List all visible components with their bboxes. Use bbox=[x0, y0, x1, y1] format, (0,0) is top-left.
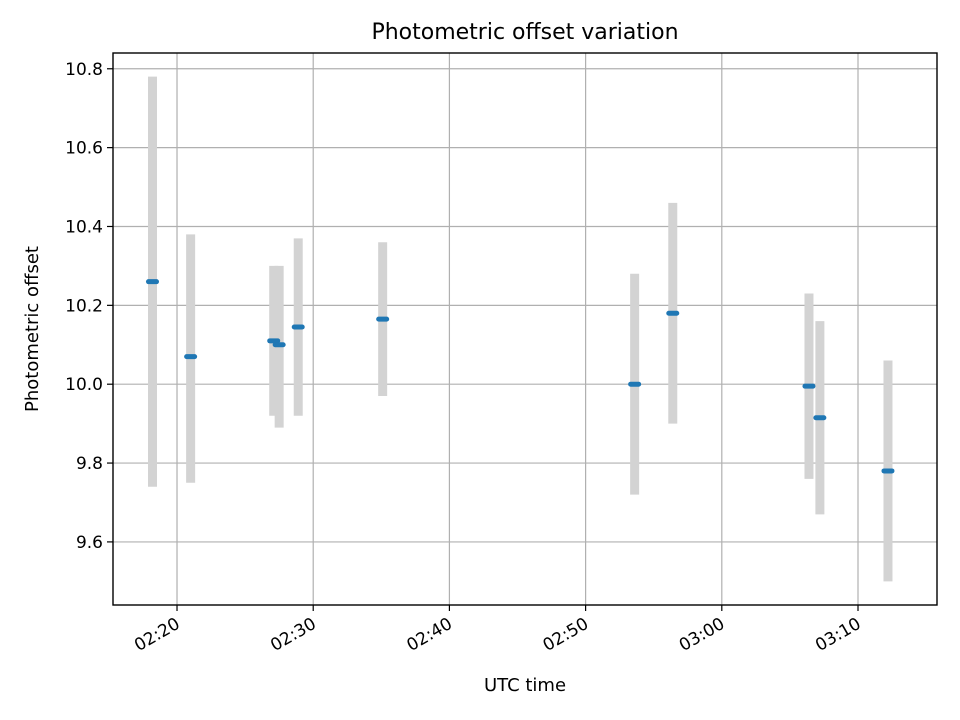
y-tick-label: 10.4 bbox=[65, 217, 103, 237]
data-points bbox=[145, 76, 895, 582]
x-axis-label: UTC time bbox=[484, 675, 566, 696]
grid-lines bbox=[113, 53, 937, 605]
y-tick-label: 10.6 bbox=[65, 139, 103, 159]
y-tick-label: 10.2 bbox=[65, 296, 103, 316]
y-tick-label: 10.8 bbox=[65, 60, 103, 80]
y-tick-label: 10.0 bbox=[65, 375, 103, 395]
plot-frame bbox=[112, 52, 938, 606]
chart-title: Photometric offset variation bbox=[371, 20, 678, 45]
y-tick-label: 9.6 bbox=[76, 533, 103, 553]
y-tick-label: 9.8 bbox=[76, 454, 103, 474]
y-axis-label: Photometric offset bbox=[22, 246, 43, 412]
